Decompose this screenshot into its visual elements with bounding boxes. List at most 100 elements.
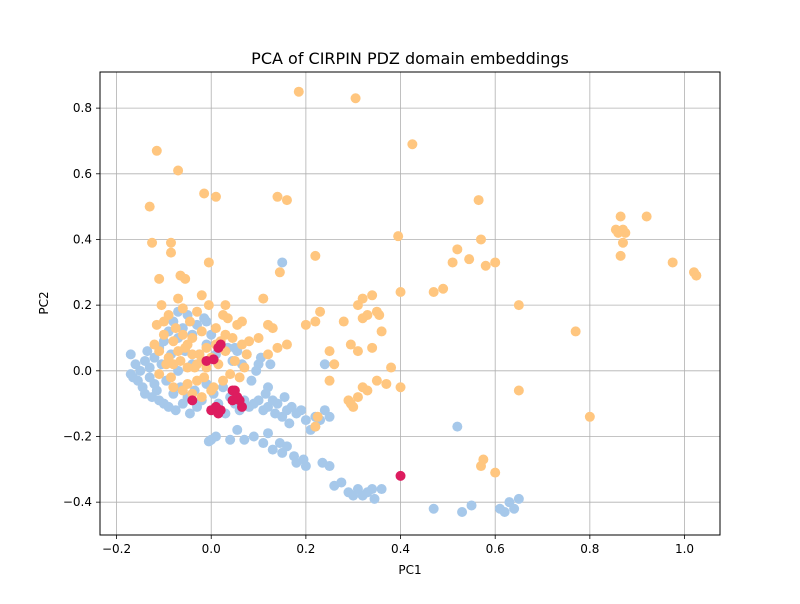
scatter-point-series-2 xyxy=(225,369,236,380)
scatter-point-series-2 xyxy=(196,392,207,403)
y-tick-label: 0.6 xyxy=(73,167,92,181)
scatter-point-series-2 xyxy=(513,300,524,311)
data-points xyxy=(125,86,702,518)
scatter-point-series-1 xyxy=(284,418,295,429)
scatter-point-series-2 xyxy=(464,254,475,265)
scatter-point-series-1 xyxy=(265,359,276,370)
y-tick-label: 0.2 xyxy=(73,298,92,312)
scatter-point-series-2 xyxy=(281,195,292,206)
x-tick-label: 1.0 xyxy=(675,542,694,556)
scatter-point-series-1 xyxy=(336,477,347,488)
scatter-point-series-2 xyxy=(352,346,363,357)
scatter-point-series-2 xyxy=(345,398,356,409)
scatter-point-series-2 xyxy=(395,382,406,393)
scatter-point-series-2 xyxy=(367,290,378,301)
scatter-point-series-1 xyxy=(135,365,146,376)
scatter-point-series-2 xyxy=(438,283,449,294)
scatter-point-series-2 xyxy=(218,309,229,320)
scatter-point-series-2 xyxy=(165,237,176,248)
scatter-point-series-2 xyxy=(357,293,368,304)
scatter-point-series-2 xyxy=(170,323,181,334)
scatter-point-series-1 xyxy=(452,421,463,432)
scatter-point-series-2 xyxy=(376,326,387,337)
x-tick-label: 0.6 xyxy=(486,542,505,556)
scatter-point-series-2 xyxy=(206,385,217,396)
scatter-point-series-1 xyxy=(125,349,136,360)
scatter-point-series-1 xyxy=(232,424,243,435)
scatter-point-series-1 xyxy=(210,431,221,442)
x-tick-label: −0.2 xyxy=(102,542,131,556)
scatter-point-series-2 xyxy=(272,191,283,202)
scatter-point-series-3 xyxy=(236,401,247,412)
scatter-point-series-2 xyxy=(310,316,321,327)
x-tick-label: 0.0 xyxy=(202,542,221,556)
scatter-point-series-1 xyxy=(428,503,439,514)
scatter-point-series-2 xyxy=(324,346,335,357)
scatter-point-series-2 xyxy=(168,382,179,393)
scatter-point-series-2 xyxy=(201,342,212,353)
scatter-point-series-2 xyxy=(158,316,169,327)
scatter-point-series-2 xyxy=(641,211,652,222)
scatter-point-series-1 xyxy=(499,507,510,518)
scatter-point-series-2 xyxy=(239,362,250,373)
scatter-point-series-2 xyxy=(187,349,198,360)
scatter-point-series-2 xyxy=(338,316,349,327)
scatter-point-series-1 xyxy=(170,405,181,416)
scatter-point-series-2 xyxy=(210,323,221,334)
x-tick-label: 0.8 xyxy=(580,542,599,556)
scatter-point-series-1 xyxy=(203,436,214,447)
scatter-point-series-2 xyxy=(274,267,285,278)
scatter-point-series-2 xyxy=(613,227,624,238)
scatter-point-series-1 xyxy=(263,428,274,439)
scatter-point-series-2 xyxy=(177,385,188,396)
scatter-point-series-2 xyxy=(147,237,158,248)
scatter-point-series-2 xyxy=(199,188,210,199)
scatter-point-series-2 xyxy=(184,316,195,327)
scatter-point-series-2 xyxy=(691,270,702,281)
scatter-point-series-2 xyxy=(173,346,184,357)
scatter-point-series-1 xyxy=(151,385,162,396)
plot-frame xyxy=(99,71,721,536)
y-tick-label: 0.4 xyxy=(73,232,92,246)
scatter-point-series-1 xyxy=(279,392,290,403)
scatter-point-series-2 xyxy=(367,342,378,353)
scatter-point-series-2 xyxy=(475,461,486,472)
scatter-point-series-2 xyxy=(374,309,385,320)
scatter-point-series-2 xyxy=(350,93,361,104)
y-axis-label: PC2 xyxy=(37,291,51,314)
scatter-point-series-2 xyxy=(490,467,501,478)
scatter-point-series-2 xyxy=(210,191,221,202)
scatter-point-series-2 xyxy=(180,273,191,284)
scatter-point-series-2 xyxy=(151,145,162,156)
scatter-point-series-3 xyxy=(227,395,238,406)
scatter-point-series-2 xyxy=(513,385,524,396)
grid-lines xyxy=(100,72,720,535)
scatter-point-series-2 xyxy=(371,375,382,386)
scatter-point-series-2 xyxy=(234,372,245,383)
scatter-point-series-1 xyxy=(319,359,330,370)
scatter-point-series-2 xyxy=(447,257,458,268)
scatter-point-series-3 xyxy=(187,395,198,406)
scatter-point-series-1 xyxy=(253,395,264,406)
x-tick-label: 0.4 xyxy=(391,542,410,556)
scatter-point-series-1 xyxy=(457,507,468,518)
scatter-point-series-2 xyxy=(192,306,203,317)
scatter-point-series-2 xyxy=(475,234,486,245)
scatter-point-series-2 xyxy=(310,250,321,261)
y-tick-label: −0.4 xyxy=(63,495,92,509)
scatter-point-series-2 xyxy=(253,332,264,343)
scatter-point-series-2 xyxy=(386,362,397,373)
scatter-point-series-2 xyxy=(584,411,595,422)
scatter-point-series-2 xyxy=(165,372,176,383)
scatter-point-series-2 xyxy=(154,273,165,284)
scatter-point-series-2 xyxy=(357,313,368,324)
scatter-point-series-2 xyxy=(312,411,323,422)
scatter-point-series-2 xyxy=(244,336,255,347)
scatter-point-series-1 xyxy=(201,316,212,327)
scatter-point-series-2 xyxy=(300,319,311,330)
scatter-point-series-2 xyxy=(615,211,626,222)
scatter-point-series-2 xyxy=(168,359,179,370)
scatter-point-series-1 xyxy=(300,461,311,472)
